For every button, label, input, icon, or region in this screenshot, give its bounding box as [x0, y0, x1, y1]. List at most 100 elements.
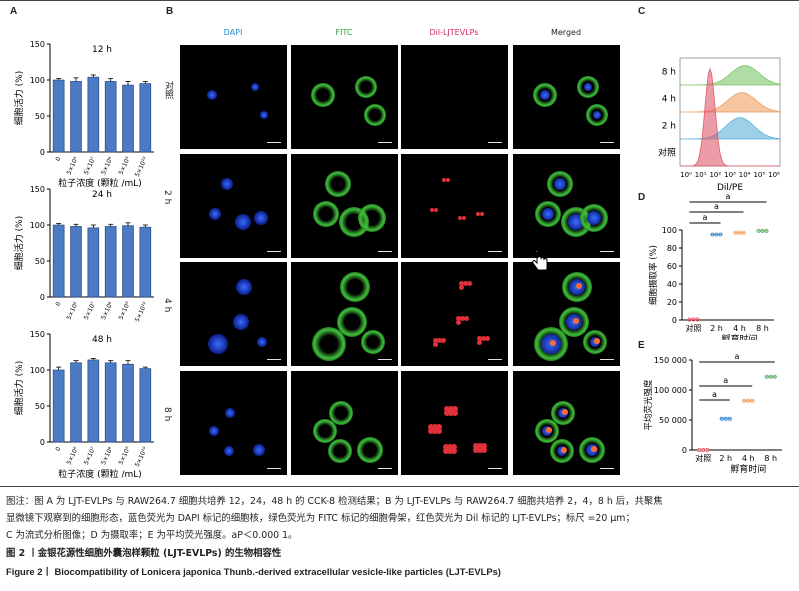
particle-dot: [458, 284, 464, 290]
nucleus-dot: [221, 178, 233, 190]
x-tick-label: 5×10⁷: [83, 155, 98, 176]
data-point: [697, 448, 702, 453]
cytoskeleton-ring: [312, 327, 346, 361]
particle-dot: [448, 406, 454, 412]
particle-dot: [430, 208, 434, 212]
row-label: 4 h: [162, 298, 172, 313]
bar: [139, 368, 152, 443]
scale-bar: [267, 142, 281, 143]
nucleus-dot: [257, 337, 267, 347]
scale-bar: [267, 251, 281, 252]
x-axis-label: 粒子浓度 (颗粒 /mL): [58, 177, 142, 189]
scale-bar: [600, 142, 614, 143]
x-tick-label: 0: [55, 156, 63, 163]
x-tick-label: 10⁰: [680, 171, 692, 179]
scale-bar: [488, 359, 502, 360]
microscopy-image: [401, 154, 508, 258]
merged-particle: [573, 318, 579, 324]
x-tick-label: 10¹: [695, 171, 707, 179]
cytoskeleton-ring: [364, 104, 386, 126]
particle-dot: [447, 448, 453, 454]
bar: [104, 362, 117, 443]
data-point: [719, 416, 724, 421]
caption-note-1: 图注：图 A 为 LJT-EVLPs 与 RAW264.7 细胞共培养 12，2…: [6, 496, 663, 507]
particle-dot: [452, 410, 458, 416]
significance-label: a: [703, 213, 708, 222]
column-header: FITC: [335, 28, 353, 37]
x-tick-label: 对照: [686, 323, 702, 333]
bar: [52, 369, 65, 443]
y-axis-label: 平均荧光强度: [643, 379, 654, 431]
microscopy-image: [401, 45, 508, 149]
scale-bar: [488, 142, 502, 143]
histogram-curve: [680, 65, 781, 86]
bar: [52, 224, 65, 298]
data-point: [772, 374, 777, 379]
x-axis-label: 粒子浓度 (颗粒 /mL): [58, 468, 142, 480]
microscopy-image: [180, 45, 287, 149]
data-point: [695, 317, 700, 322]
merged-particle: [550, 340, 556, 346]
data-point: [742, 398, 747, 403]
x-tick-label: 4 h: [742, 454, 755, 463]
x-tick-label: 5×10⁸: [100, 300, 115, 321]
data-point: [691, 317, 696, 322]
microscopy-image: [291, 154, 398, 258]
microscopy-image: [291, 371, 398, 475]
microscopy-image: [513, 371, 620, 475]
panel-b-letter: B: [166, 6, 174, 17]
significance-label: a: [712, 390, 717, 399]
particle-dot: [477, 443, 483, 449]
x-tick-label: 10²: [709, 171, 721, 179]
y-axis-label: 细胞摄取率 (%): [648, 245, 659, 305]
microscopy-image: [180, 262, 287, 366]
y-tick-label: 100 000: [654, 386, 687, 395]
microscopy-image: [513, 45, 620, 149]
particle-dot: [481, 447, 487, 453]
particle-dot: [476, 339, 482, 345]
x-tick-label: 5×10¹⁰: [134, 155, 150, 178]
y-axis-label: 细胞活力 (%): [13, 71, 25, 125]
x-axis-label: 孵育时间: [730, 463, 766, 475]
particle-dot: [484, 335, 490, 341]
significance-label: a: [714, 202, 719, 211]
particle-dot: [463, 315, 469, 321]
cytoskeleton-ring: [329, 401, 353, 425]
particle-dot: [476, 335, 482, 341]
nucleus-dot: [251, 83, 259, 91]
bar: [87, 359, 100, 443]
hand-cursor-icon: [532, 250, 548, 273]
microscopy-image: [513, 154, 620, 258]
x-tick-label: 5×10⁷: [83, 300, 98, 321]
column-header: Merged: [550, 28, 582, 37]
particle-dot: [462, 216, 466, 220]
particle-dot: [442, 178, 446, 182]
row-label: 对照: [658, 147, 676, 159]
x-tick-label: 对照: [695, 453, 711, 463]
x-tick-label: 10⁵: [753, 171, 765, 179]
particle-dot: [434, 208, 438, 212]
scale-bar: [378, 468, 392, 469]
nucleus-dot: [225, 408, 235, 418]
y-tick-label: 150: [30, 185, 45, 194]
x-axis-label: Dil/PE: [717, 183, 743, 190]
nucleus-dot: [207, 90, 217, 100]
particle-dot: [459, 315, 465, 321]
x-tick-label: 5×10⁶: [65, 445, 80, 466]
data-point: [714, 232, 719, 237]
data-point: [723, 416, 728, 421]
particle-dot: [432, 341, 438, 347]
bar: [70, 362, 82, 443]
scale-bar: [600, 468, 614, 469]
data-point: [701, 448, 706, 453]
data-point: [764, 228, 769, 233]
scale-bar: [378, 142, 392, 143]
particle-dot: [436, 337, 442, 343]
nucleus-dot: [254, 211, 268, 225]
y-tick-label: 0: [682, 446, 687, 455]
particle-dot: [451, 444, 457, 450]
row-label: 8 h: [662, 68, 676, 78]
cytoskeleton-ring: [340, 272, 370, 302]
y-tick-label: 40: [667, 280, 677, 289]
